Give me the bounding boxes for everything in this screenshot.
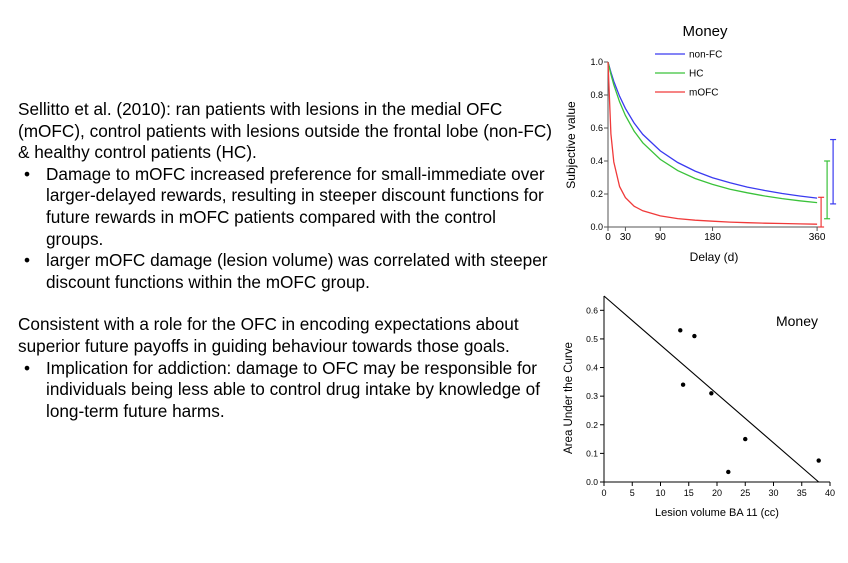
chart1-y-label: Subjective value: [564, 101, 578, 189]
chart1-legend-label: HC: [689, 69, 703, 80]
chart1-y-tick-label: 0.4: [590, 156, 603, 166]
chart2-y-tick-label: 0.6: [586, 305, 598, 315]
chart2-title: Money: [776, 313, 818, 329]
chart2-point: [726, 469, 731, 475]
chart1-x-tick-label: 180: [704, 232, 721, 243]
chart1-legend-label: mOFC: [689, 88, 718, 99]
chart1-y-tick-label: 1.0: [590, 57, 603, 67]
finding-bullet: larger mOFC damage (lesion volume) was c…: [18, 250, 553, 293]
implication-list: Implication for addiction: damage to OFC…: [18, 358, 553, 423]
chart1-x-tick-label: 360: [809, 232, 826, 243]
chart1-x-label: Delay (d): [690, 250, 739, 264]
chart1-x-tick-label: 30: [620, 232, 632, 243]
chart2-y-label: Area Under the Curve: [563, 342, 575, 454]
chart1-series-line: [607, 61, 818, 199]
chart1-legend-label: non-FC: [689, 50, 722, 61]
chart2-point: [692, 333, 697, 339]
chart2-y-tick-label: 0.5: [586, 334, 598, 344]
chart1-y-tick-label: 0.6: [590, 123, 603, 133]
chart2-y-tick-label: 0.1: [586, 448, 598, 458]
chart2-point: [816, 458, 821, 463]
chart2-x-tick-label: 20: [712, 488, 722, 498]
chart2-point: [680, 382, 686, 387]
chart1-x-tick-label: 90: [655, 232, 667, 243]
implication-bullet: Implication for addiction: damage to OFC…: [18, 358, 553, 423]
chart2-point: [743, 436, 748, 442]
findings-list: Damage to mOFC increased preference for …: [18, 164, 553, 294]
intro-paragraph: Sellitto et al. (2010): ran patients wit…: [18, 99, 552, 163]
chart2-regression-line: [603, 295, 820, 483]
chart2-point: [678, 328, 683, 333]
chart2-x-tick-label: 10: [655, 488, 665, 498]
chart2-y-tick-label: 0.3: [586, 391, 598, 401]
chart2-y-tick-label: 0.4: [586, 363, 598, 373]
chart1-y-tick-label: 0.2: [590, 189, 603, 199]
chart2-x-tick-label: 5: [630, 488, 635, 498]
chart2-x-label: Lesion volume BA 11 (cc): [655, 507, 779, 519]
text-block: Sellitto et al. (2010): ran patients wit…: [18, 99, 553, 422]
finding-bullet: Damage to mOFC increased preference for …: [18, 164, 553, 250]
chart2-x-tick-label: 35: [797, 488, 807, 498]
chart1-y-tick-label: 0.0: [590, 222, 603, 232]
chart1-series-line: [607, 61, 818, 225]
chart2-x-tick-label: 40: [825, 488, 835, 498]
chart1-title: Money: [682, 23, 728, 40]
chart1-x-tick-label: 0: [605, 232, 611, 243]
chart2-x-tick-label: 15: [684, 488, 694, 498]
chart2-x-tick-label: 25: [740, 488, 750, 498]
chart1-series-line: [607, 61, 818, 204]
conclusion-paragraph: Consistent with a role for the OFC in en…: [18, 314, 519, 356]
chart1-y-tick-label: 0.8: [590, 90, 603, 100]
chart2-x-tick-label: 0: [601, 488, 606, 498]
chart2-point: [709, 391, 714, 396]
chart2-x-tick-label: 30: [768, 488, 778, 498]
chart2-y-tick-label: 0.0: [586, 477, 598, 487]
chart2-y-tick-label: 0.2: [586, 420, 598, 430]
